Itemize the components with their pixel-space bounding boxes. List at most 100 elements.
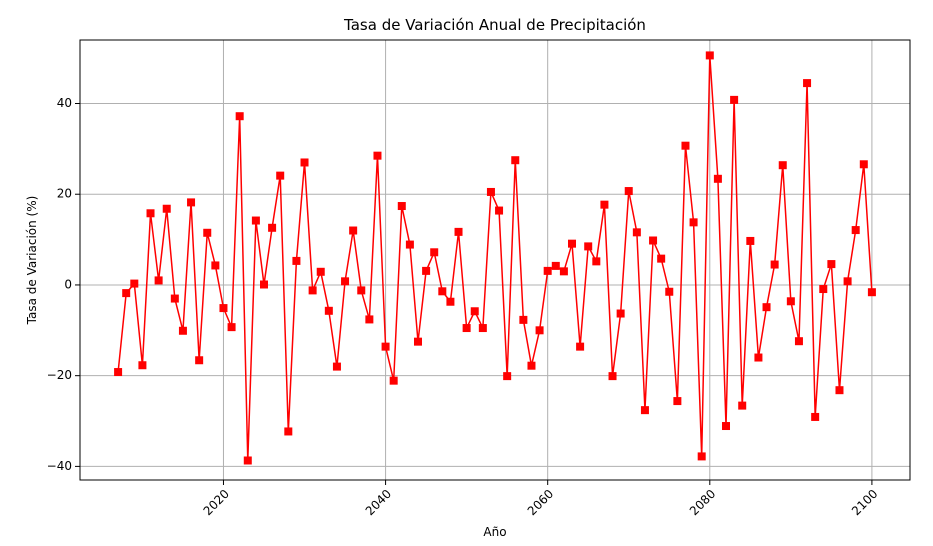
- data-point: [462, 324, 471, 333]
- data-point: [316, 267, 325, 276]
- data-point: [851, 226, 860, 235]
- data-point: [689, 218, 698, 227]
- data-point: [227, 323, 236, 332]
- data-point: [413, 337, 422, 346]
- data-point: [592, 257, 601, 266]
- data-point: [195, 356, 204, 365]
- data-point: [454, 227, 463, 236]
- data-point: [713, 174, 722, 183]
- x-tick-label: 2060: [525, 487, 556, 518]
- data-point: [332, 362, 341, 371]
- data-point: [187, 198, 196, 207]
- data-point: [576, 342, 585, 351]
- data-point: [519, 315, 528, 324]
- data-point: [284, 427, 293, 436]
- data-point: [470, 307, 479, 316]
- data-point: [438, 287, 447, 296]
- data-point: [357, 286, 366, 295]
- x-tick-label: 2100: [849, 487, 880, 518]
- data-point: [665, 287, 674, 296]
- data-point: [559, 267, 568, 276]
- data-point: [122, 289, 131, 298]
- data-point: [397, 202, 406, 211]
- data-point: [503, 372, 512, 381]
- data-point: [486, 187, 495, 196]
- data-point: [584, 242, 593, 251]
- data-point: [770, 260, 779, 269]
- data-point: [527, 361, 536, 370]
- data-point: [138, 361, 147, 370]
- data-point: [511, 156, 520, 165]
- data-point: [381, 342, 390, 351]
- data-point: [600, 200, 609, 209]
- data-point: [738, 401, 747, 410]
- data-point: [478, 324, 487, 333]
- data-point: [162, 204, 171, 213]
- data-point: [268, 223, 277, 232]
- data-point: [819, 285, 828, 294]
- data-point: [146, 209, 155, 218]
- data-point: [243, 456, 252, 465]
- x-axis-label: Año: [483, 525, 506, 539]
- data-point: [219, 304, 228, 313]
- data-point: [754, 353, 763, 362]
- data-point: [843, 277, 852, 286]
- data-point: [762, 303, 771, 312]
- data-point: [365, 315, 374, 324]
- data-point: [608, 372, 617, 381]
- data-point: [649, 236, 658, 245]
- data-point: [405, 240, 414, 249]
- data-point: [705, 51, 714, 60]
- y-tick-label: 20: [57, 187, 72, 201]
- data-point: [697, 452, 706, 461]
- data-point: [251, 216, 260, 225]
- data-point: [324, 306, 333, 315]
- data-point: [446, 297, 455, 306]
- data-point: [422, 266, 431, 275]
- data-point: [292, 256, 301, 265]
- data-point: [803, 79, 812, 88]
- data-point: [681, 141, 690, 150]
- data-point: [543, 266, 552, 275]
- x-tick-label: 2080: [687, 487, 718, 518]
- chart-title: Tasa de Variación Anual de Precipitación: [343, 16, 646, 34]
- data-point: [827, 260, 836, 269]
- plot-area: [79, 39, 911, 481]
- data-point: [616, 309, 625, 318]
- data-point: [794, 337, 803, 346]
- data-point: [835, 386, 844, 395]
- data-point: [178, 326, 187, 335]
- data-point: [859, 160, 868, 169]
- x-tick-label: 2040: [363, 487, 394, 518]
- data-point: [624, 187, 633, 196]
- data-point: [170, 294, 179, 303]
- x-tick-label: 2020: [201, 487, 232, 518]
- series-rate: [114, 51, 876, 465]
- data-point: [730, 95, 739, 104]
- data-point: [373, 151, 382, 160]
- data-point: [276, 171, 285, 180]
- gridlines: [80, 40, 910, 480]
- data-point: [430, 248, 439, 257]
- data-point: [811, 412, 820, 421]
- data-point: [778, 161, 787, 170]
- y-tick-label: 0: [64, 277, 72, 291]
- y-tick-label: −20: [47, 368, 72, 382]
- data-point: [130, 279, 139, 288]
- data-point: [114, 368, 123, 377]
- data-point: [640, 406, 649, 415]
- data-point: [867, 288, 876, 297]
- data-point: [300, 158, 309, 167]
- y-axis-label: Tasa de Variación (%): [25, 196, 39, 326]
- data-point: [154, 276, 163, 285]
- data-point: [746, 236, 755, 245]
- data-point: [203, 228, 212, 237]
- y-tick-label: −40: [47, 459, 72, 473]
- data-point: [341, 277, 350, 286]
- series-line: [117, 54, 873, 462]
- data-point: [349, 226, 358, 235]
- data-point: [568, 239, 577, 248]
- data-point: [673, 397, 682, 406]
